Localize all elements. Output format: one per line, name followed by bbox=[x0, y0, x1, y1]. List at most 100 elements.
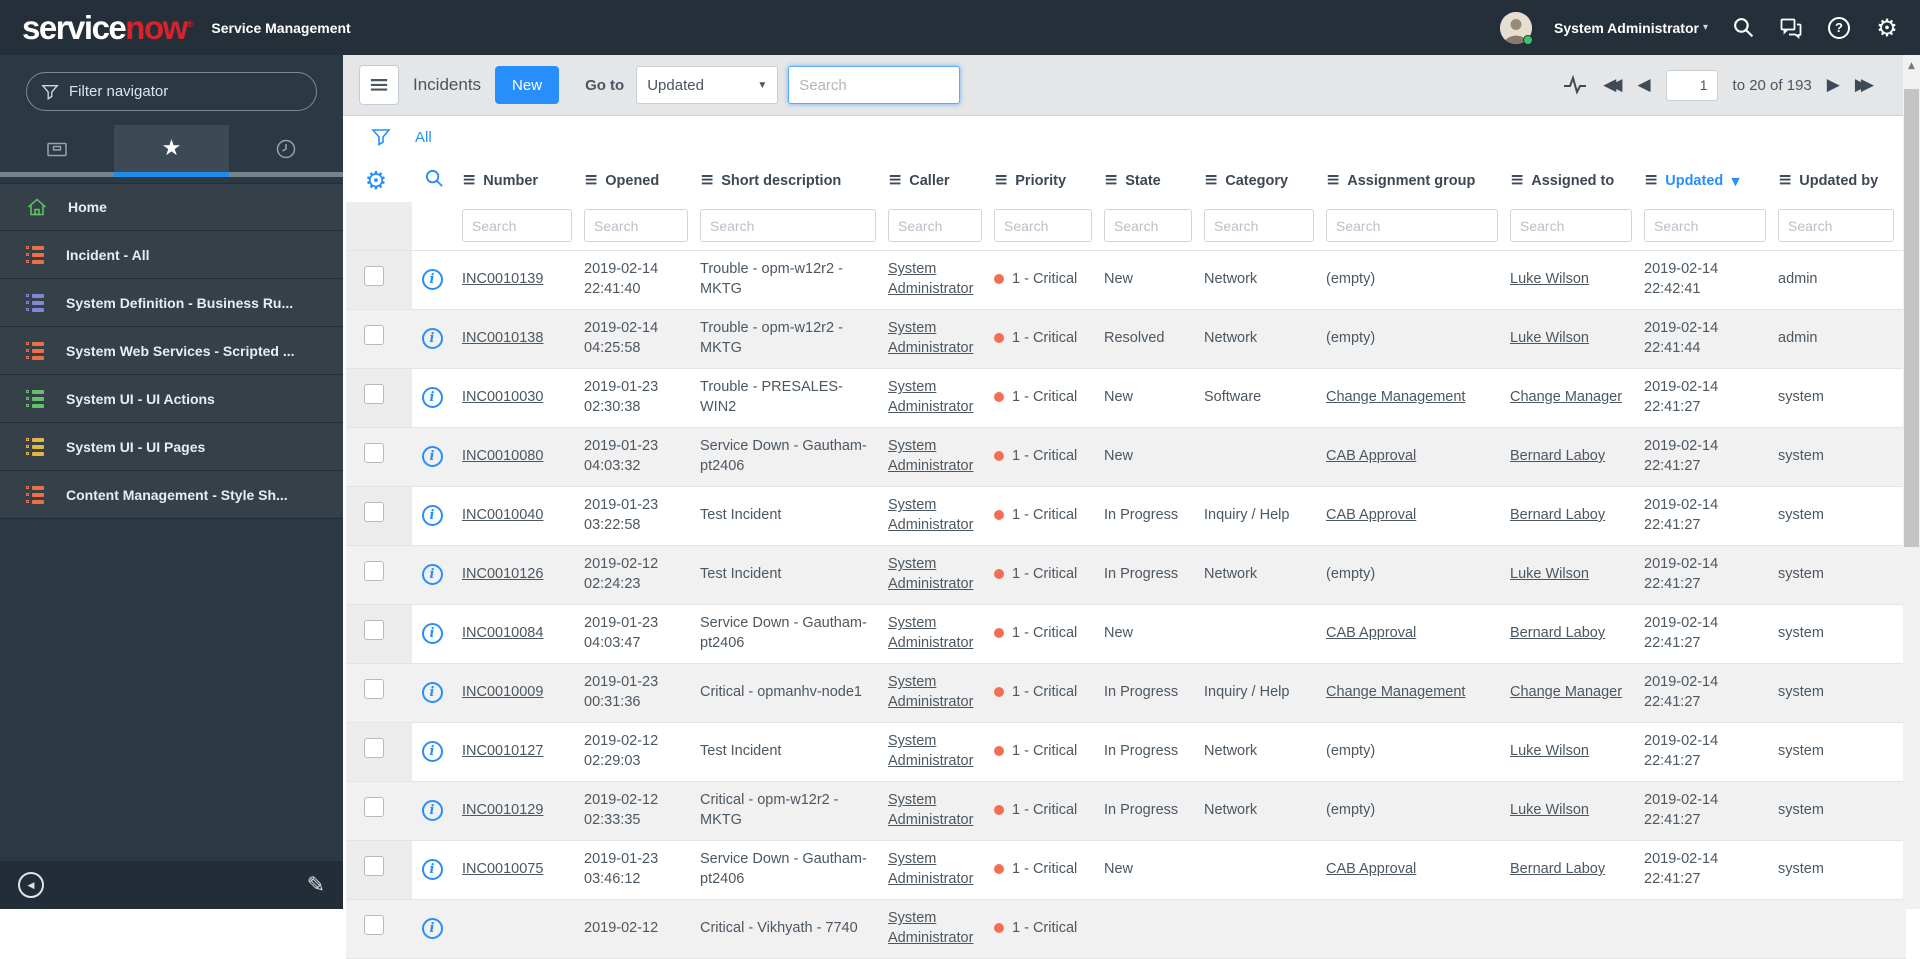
info-icon[interactable]: i bbox=[422, 682, 443, 703]
sidebar-item-system-ui-ui-pages[interactable]: System UI - UI Pages bbox=[0, 423, 343, 471]
assigned-to-link[interactable]: Change Manager bbox=[1510, 389, 1622, 405]
column-header-at[interactable]: ≡Assigned to bbox=[1510, 158, 1644, 202]
row-checkbox[interactable] bbox=[364, 797, 384, 817]
help-icon[interactable]: ? bbox=[1826, 15, 1852, 41]
incident-number-link[interactable]: INC0010126 bbox=[462, 566, 543, 582]
incident-number-link[interactable]: INC0010084 bbox=[462, 625, 543, 641]
column-header-opn[interactable]: ≡Opened bbox=[584, 158, 700, 202]
sidebar-item-home[interactable]: Home bbox=[0, 183, 343, 231]
list-search-icon[interactable] bbox=[424, 168, 445, 189]
row-checkbox[interactable] bbox=[364, 856, 384, 876]
filter-input-cat[interactable] bbox=[1204, 209, 1314, 242]
sidebar-item-incident-all[interactable]: Incident - All bbox=[0, 231, 343, 279]
info-icon[interactable]: i bbox=[422, 741, 443, 762]
caller-link[interactable]: System Administrator bbox=[888, 438, 973, 473]
tab-all-applications[interactable] bbox=[0, 125, 114, 172]
caller-link[interactable]: System Administrator bbox=[888, 379, 973, 414]
incident-number-link[interactable]: INC0010138 bbox=[462, 330, 543, 346]
column-menu-icon[interactable]: ≡ bbox=[1326, 170, 1340, 190]
assignment-group-link[interactable]: CAB Approval bbox=[1326, 861, 1416, 877]
column-menu-icon[interactable]: ≡ bbox=[994, 170, 1008, 190]
caller-link[interactable]: System Administrator bbox=[888, 674, 973, 709]
caller-link[interactable]: System Administrator bbox=[888, 851, 973, 886]
filter-input-opn[interactable] bbox=[584, 209, 688, 242]
tab-favorites[interactable]: ★ bbox=[114, 125, 228, 172]
list-settings-gear-icon[interactable]: ⚙ bbox=[365, 166, 387, 195]
column-header-upd[interactable]: ≡Updated▼ bbox=[1644, 158, 1778, 202]
info-icon[interactable]: i bbox=[422, 328, 443, 349]
info-icon[interactable]: i bbox=[422, 505, 443, 526]
row-checkbox[interactable] bbox=[364, 679, 384, 699]
scrollbar-thumb[interactable] bbox=[1904, 89, 1919, 547]
row-checkbox[interactable] bbox=[364, 266, 384, 286]
caller-link[interactable]: System Administrator bbox=[888, 261, 973, 296]
column-menu-icon[interactable]: ≡ bbox=[888, 170, 902, 190]
tab-history[interactable] bbox=[229, 125, 343, 172]
info-icon[interactable]: i bbox=[422, 859, 443, 880]
column-menu-icon[interactable]: ≡ bbox=[700, 170, 714, 190]
info-icon[interactable]: i bbox=[422, 446, 443, 467]
filter-input-at[interactable] bbox=[1510, 209, 1632, 242]
column-header-dsc[interactable]: ≡Short description bbox=[700, 158, 888, 202]
assigned-to-link[interactable]: Bernard Laboy bbox=[1510, 861, 1605, 877]
sidebar-item-system-web-services-scripted[interactable]: System Web Services - Scripted ... bbox=[0, 327, 343, 375]
column-menu-icon[interactable]: ≡ bbox=[1104, 170, 1118, 190]
column-header-ag[interactable]: ≡Assignment group bbox=[1326, 158, 1510, 202]
sidebar-item-system-ui-ui-actions[interactable]: System UI - UI Actions bbox=[0, 375, 343, 423]
assignment-group-link[interactable]: Change Management bbox=[1326, 684, 1465, 700]
column-menu-icon[interactable]: ≡ bbox=[584, 170, 598, 190]
row-checkbox[interactable] bbox=[364, 561, 384, 581]
row-checkbox[interactable] bbox=[364, 915, 384, 935]
activity-stream-icon[interactable] bbox=[1562, 73, 1588, 97]
info-icon[interactable]: i bbox=[422, 623, 443, 644]
caller-link[interactable]: System Administrator bbox=[888, 556, 973, 591]
page-number-input[interactable] bbox=[1666, 70, 1718, 101]
info-icon[interactable]: i bbox=[422, 564, 443, 585]
new-button[interactable]: New bbox=[495, 66, 559, 104]
chat-icon[interactable] bbox=[1778, 15, 1804, 41]
incident-number-link[interactable]: INC0010075 bbox=[462, 861, 543, 877]
caller-link[interactable]: System Administrator bbox=[888, 320, 973, 355]
column-header-clr[interactable]: ≡Caller bbox=[888, 158, 994, 202]
caller-link[interactable]: System Administrator bbox=[888, 910, 973, 945]
scroll-up-arrow-icon[interactable]: ▲ bbox=[1903, 55, 1920, 71]
column-header-uby[interactable]: ≡Updated by bbox=[1778, 158, 1906, 202]
settings-gear-icon[interactable]: ⚙ bbox=[1874, 15, 1900, 41]
assigned-to-link[interactable]: Luke Wilson bbox=[1510, 743, 1589, 759]
caller-link[interactable]: System Administrator bbox=[888, 497, 973, 532]
user-menu[interactable]: System Administrator ▾ bbox=[1554, 20, 1708, 36]
first-page-button[interactable]: ◀◀ bbox=[1603, 77, 1622, 94]
column-menu-icon[interactable]: ≡ bbox=[1644, 170, 1658, 190]
row-checkbox[interactable] bbox=[364, 384, 384, 404]
row-checkbox[interactable] bbox=[364, 502, 384, 522]
incident-number-link[interactable]: INC0010030 bbox=[462, 389, 543, 405]
incident-number-link[interactable]: INC0010129 bbox=[462, 802, 543, 818]
incident-number-link[interactable]: INC0010080 bbox=[462, 448, 543, 464]
column-menu-icon[interactable]: ≡ bbox=[1778, 170, 1792, 190]
column-header-cat[interactable]: ≡Category bbox=[1204, 158, 1326, 202]
breadcrumb-all-link[interactable]: All bbox=[415, 129, 432, 146]
incident-number-link[interactable]: INC0010127 bbox=[462, 743, 543, 759]
goto-select[interactable]: Updated ▼ bbox=[636, 66, 778, 104]
goto-search-input[interactable] bbox=[788, 66, 960, 104]
last-page-button[interactable]: ▶▶ bbox=[1855, 77, 1874, 94]
column-menu-icon[interactable]: ≡ bbox=[1510, 170, 1524, 190]
sidebar-item-system-definition-business-ru[interactable]: System Definition - Business Ru... bbox=[0, 279, 343, 327]
assigned-to-link[interactable]: Luke Wilson bbox=[1510, 330, 1589, 346]
filter-input-upd[interactable] bbox=[1644, 209, 1766, 242]
assignment-group-link[interactable]: CAB Approval bbox=[1326, 507, 1416, 523]
filter-navigator-input[interactable] bbox=[69, 83, 302, 100]
global-search-icon[interactable] bbox=[1730, 15, 1756, 41]
assigned-to-link[interactable]: Luke Wilson bbox=[1510, 802, 1589, 818]
filter-navigator[interactable] bbox=[26, 72, 317, 111]
collapse-sidebar-icon[interactable]: ◀ bbox=[18, 872, 44, 898]
filter-input-uby[interactable] bbox=[1778, 209, 1894, 242]
incident-number-link[interactable]: INC0010139 bbox=[462, 271, 543, 287]
previous-page-button[interactable]: ◀ bbox=[1637, 77, 1650, 94]
filter-funnel-icon[interactable] bbox=[371, 127, 391, 147]
incident-number-link[interactable]: INC0010009 bbox=[462, 684, 543, 700]
assignment-group-link[interactable]: CAB Approval bbox=[1326, 625, 1416, 641]
list-context-menu-button[interactable]: ≡ bbox=[359, 65, 399, 105]
info-icon[interactable]: i bbox=[422, 387, 443, 408]
assigned-to-link[interactable]: Luke Wilson bbox=[1510, 271, 1589, 287]
